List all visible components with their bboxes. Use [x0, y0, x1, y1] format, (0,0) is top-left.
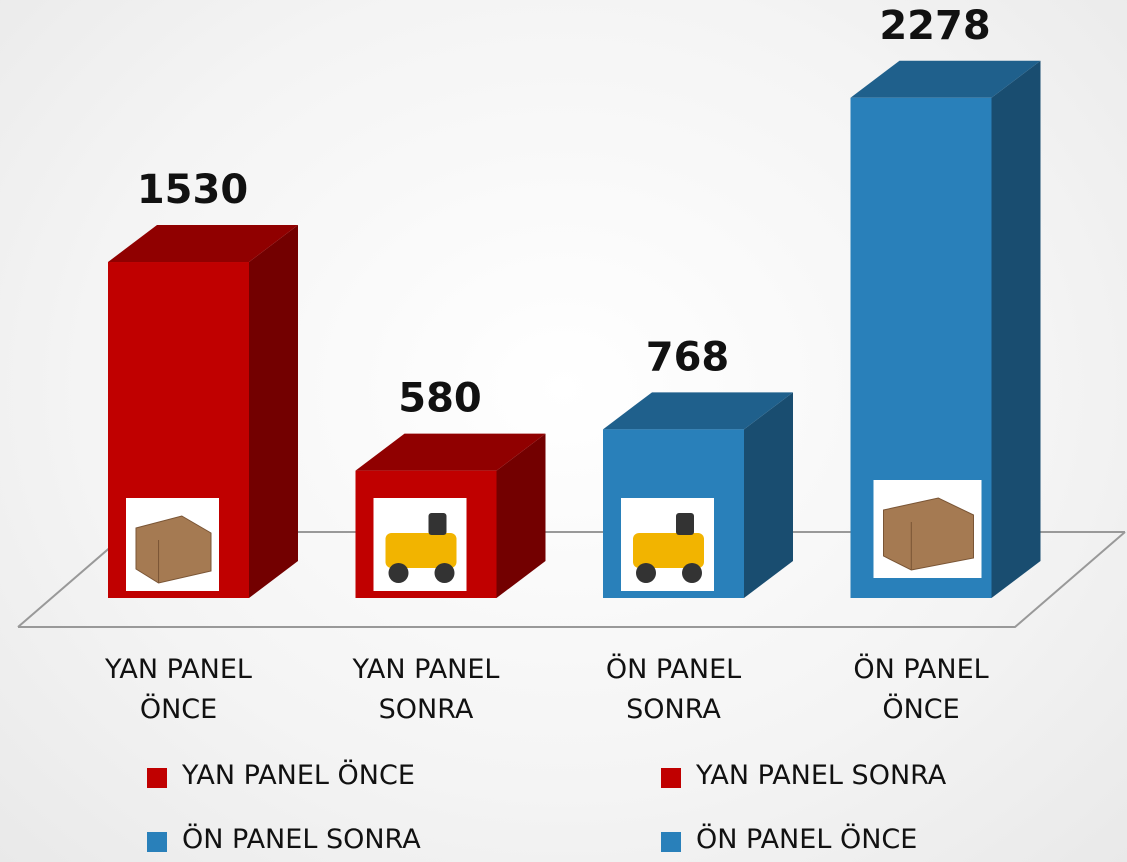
tractor-seat [676, 513, 694, 535]
bar-top [108, 225, 298, 263]
bar-side [991, 60, 1041, 598]
legend-swatch [661, 832, 681, 852]
bar-side [249, 225, 298, 598]
tractor-body [385, 533, 457, 568]
bar-top [355, 433, 546, 471]
value-label: 768 [646, 334, 730, 380]
x-tick-label: YAN PANEL ÖNCE [105, 654, 252, 725]
tractor-wheel [388, 563, 409, 583]
tractor-wheel [636, 563, 656, 583]
value-label: 2278 [879, 3, 990, 49]
tractor-seat [428, 513, 447, 535]
bar-side [496, 433, 546, 598]
value-label: 580 [398, 376, 482, 422]
x-tick-label: ÖN PANEL SONRA [605, 654, 742, 725]
legend-label: YAN PANEL SONRA [696, 760, 947, 791]
box-icon [135, 515, 212, 584]
legend-swatch [147, 768, 167, 788]
value-label: 1530 [137, 167, 248, 213]
bar-top [603, 392, 793, 430]
legend-label: ÖN PANEL ÖNCE [696, 824, 918, 855]
legend-swatch [147, 832, 167, 852]
tractor-body [633, 533, 704, 568]
x-tick-label: ÖN PANEL ÖNCE [853, 654, 989, 725]
tractor-wheel [682, 563, 702, 583]
legend-swatch [661, 768, 681, 788]
bar-side [744, 392, 793, 598]
bar-top [850, 60, 1041, 98]
tractor-wheel [434, 563, 455, 583]
legend-label: YAN PANEL ÖNCE [182, 760, 415, 791]
legend-label: ÖN PANEL SONRA [182, 824, 421, 855]
box-icon [883, 497, 974, 571]
floor-front [18, 531, 1126, 628]
x-tick-label: YAN PANEL SONRA [352, 654, 500, 725]
